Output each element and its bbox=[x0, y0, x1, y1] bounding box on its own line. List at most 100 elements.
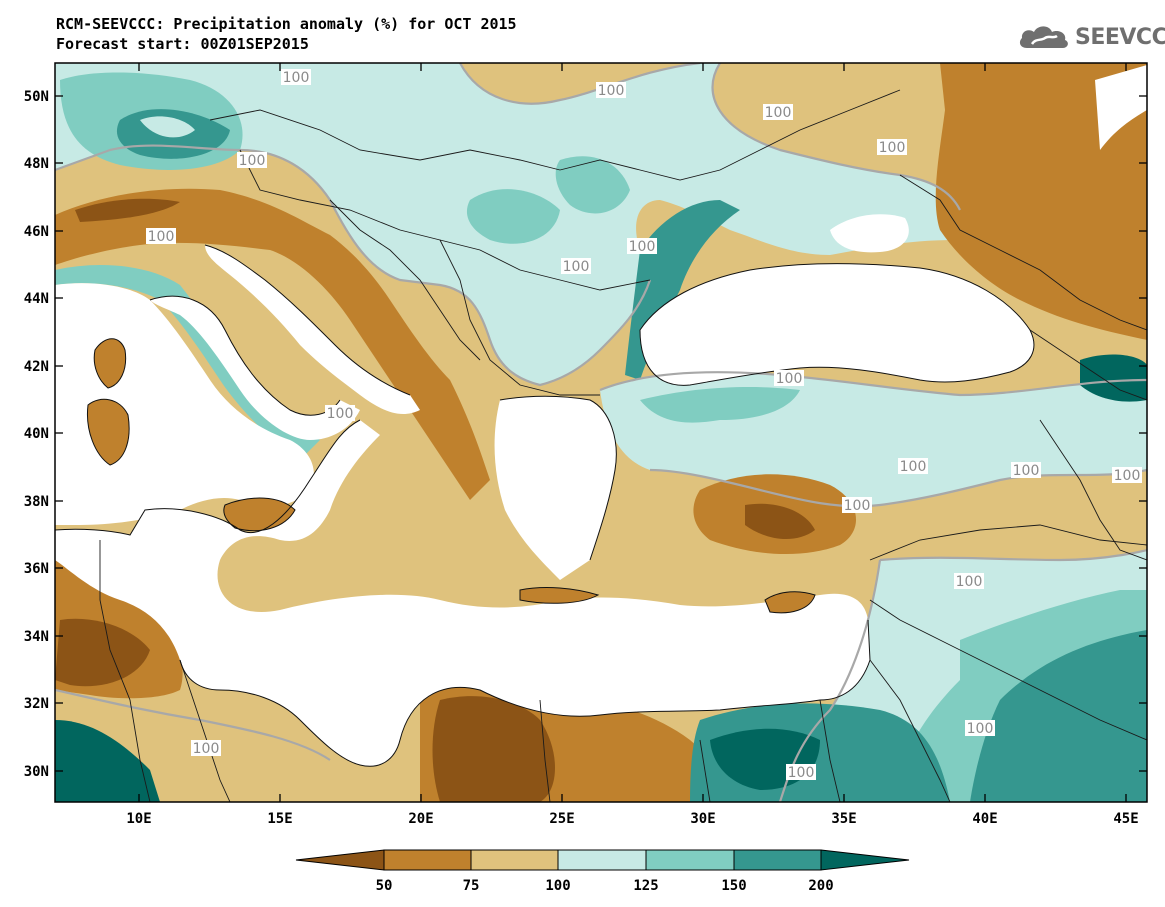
sea-azov bbox=[830, 214, 909, 253]
contour-label: 100 bbox=[877, 139, 907, 156]
svg-text:100: 100 bbox=[327, 406, 354, 422]
lat-label: 46N bbox=[24, 224, 49, 240]
contour-label: 100 bbox=[325, 405, 355, 422]
sea-black-sea bbox=[640, 263, 1034, 386]
colorbar-125-150 bbox=[645, 849, 735, 871]
island-corsica bbox=[94, 338, 126, 388]
colorbar-above-200 bbox=[820, 849, 910, 871]
svg-text:100: 100 bbox=[788, 765, 815, 781]
svg-text:100: 100 bbox=[283, 70, 310, 86]
svg-text:100: 100 bbox=[765, 105, 792, 121]
svg-text:100: 100 bbox=[879, 140, 906, 156]
lon-label: 30E bbox=[690, 811, 715, 827]
lat-label: 30N bbox=[24, 764, 49, 780]
island-sicily bbox=[223, 498, 295, 531]
contour-label: 100 bbox=[786, 764, 816, 781]
cloud-logo-icon bbox=[1019, 26, 1068, 48]
lon-label: 10E bbox=[126, 811, 151, 827]
lon-label: 25E bbox=[549, 811, 574, 827]
contour-label: 100 bbox=[237, 152, 267, 169]
contour-label: 100 bbox=[627, 238, 657, 255]
colorbar-tick-label: 150 bbox=[721, 878, 746, 894]
svg-text:100: 100 bbox=[563, 259, 590, 275]
svg-text:100: 100 bbox=[900, 459, 927, 475]
field-below-50-tunisia bbox=[55, 618, 150, 687]
lat-label: 36N bbox=[24, 561, 49, 577]
colorbar-tick-label: 125 bbox=[633, 878, 658, 894]
colorbar: 50 75 100 125 150 200 bbox=[295, 849, 910, 894]
lon-label: 35E bbox=[831, 811, 856, 827]
svg-text:100: 100 bbox=[776, 371, 803, 387]
svg-text:100: 100 bbox=[967, 721, 994, 737]
lon-label: 20E bbox=[408, 811, 433, 827]
island-sardinia bbox=[87, 399, 130, 465]
sea-mediterranean bbox=[55, 420, 870, 767]
svg-text:100: 100 bbox=[629, 239, 656, 255]
field-below-50-libya bbox=[432, 696, 555, 802]
longitude-axis: 10E 15E 20E 25E 30E 35E 40E 45E bbox=[126, 63, 1139, 827]
lat-label: 48N bbox=[24, 156, 49, 172]
field-50-75-russia bbox=[935, 63, 1147, 340]
lat-label: 32N bbox=[24, 696, 49, 712]
contour-label: 100 bbox=[596, 82, 626, 99]
svg-text:100: 100 bbox=[148, 229, 175, 245]
contour-label: 100 bbox=[1112, 467, 1142, 484]
lat-label: 38N bbox=[24, 494, 49, 510]
lon-label: 45E bbox=[1113, 811, 1138, 827]
lat-label: 50N bbox=[24, 89, 49, 105]
field-above-200-southwest bbox=[55, 720, 160, 802]
colorbar-150-200 bbox=[733, 849, 822, 871]
svg-text:100: 100 bbox=[956, 574, 983, 590]
lon-label: 40E bbox=[972, 811, 997, 827]
contour-label: 100 bbox=[281, 69, 311, 86]
sea-caspian-edge bbox=[1095, 65, 1147, 150]
field-below-50-anatolia bbox=[745, 503, 815, 540]
field-125-150-romania bbox=[466, 189, 560, 244]
contour-label: 100 bbox=[954, 573, 984, 590]
colorbar-tick-label: 50 bbox=[376, 878, 393, 894]
svg-text:100: 100 bbox=[193, 741, 220, 757]
svg-text:100: 100 bbox=[844, 498, 871, 514]
svg-text:100: 100 bbox=[598, 83, 625, 99]
sea-tyrrhenian-edge bbox=[150, 296, 360, 440]
contour-label: 100 bbox=[842, 497, 872, 514]
contour-label: 100 bbox=[898, 458, 928, 475]
field-below-50-alps bbox=[75, 198, 180, 222]
contour-label: 100 bbox=[1011, 462, 1041, 479]
colorbar-75-100 bbox=[470, 849, 559, 871]
colorbar-below-50 bbox=[295, 849, 385, 871]
colorbar-tick-label: 200 bbox=[808, 878, 833, 894]
contour-label: 100 bbox=[146, 228, 176, 245]
contour-label: 100 bbox=[561, 258, 591, 275]
contour-labels: 100 100 100 100 100 100 100 100 100 100 … bbox=[146, 69, 1142, 781]
lat-label: 42N bbox=[24, 359, 49, 375]
field-above-200-east bbox=[1080, 354, 1147, 402]
contour-label: 100 bbox=[763, 104, 793, 121]
svg-text:100: 100 bbox=[239, 153, 266, 169]
field-125-150-romania-2 bbox=[555, 156, 630, 214]
seevccc-logo: SEEVCCC bbox=[1017, 22, 1165, 52]
contour-label: 100 bbox=[191, 740, 221, 757]
lon-label: 15E bbox=[267, 811, 292, 827]
field-inner-nw bbox=[140, 116, 195, 138]
lat-label: 40N bbox=[24, 426, 49, 442]
island-cyprus bbox=[765, 591, 815, 613]
map-title-line2: Forecast start: 00Z01SEP2015 bbox=[56, 35, 309, 53]
field-125-150-anatolia-north bbox=[640, 387, 800, 423]
contour-label: 100 bbox=[774, 370, 804, 387]
latitude-axis: 50N 48N 46N 44N 42N 40N 38N 36N 34N 32N … bbox=[24, 89, 1147, 780]
island-crete bbox=[520, 587, 598, 604]
colorbar-tick-label: 100 bbox=[545, 878, 570, 894]
contour-lines bbox=[55, 63, 1147, 802]
contour-label: 100 bbox=[965, 720, 995, 737]
lat-label: 34N bbox=[24, 629, 49, 645]
svg-text:100: 100 bbox=[1013, 463, 1040, 479]
field-125-150-italy-coast bbox=[55, 265, 320, 460]
coastlines bbox=[55, 244, 1035, 767]
sea-aegean bbox=[494, 396, 617, 580]
map-title-line1: RCM-SEEVCCC: Precipitation anomaly (%) f… bbox=[56, 15, 517, 33]
colorbar-50-75 bbox=[383, 849, 472, 871]
colorbar-tick-label: 75 bbox=[463, 878, 480, 894]
lat-label: 44N bbox=[24, 291, 49, 307]
